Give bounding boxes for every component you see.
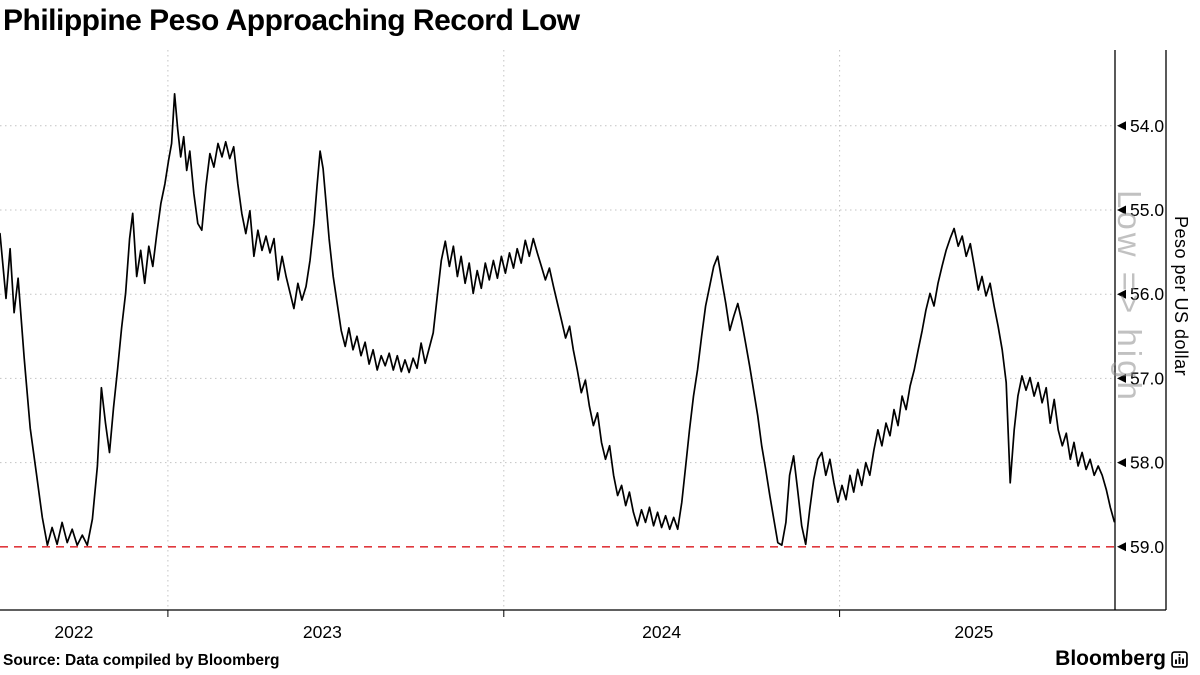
y-tick-label: 57.0 bbox=[1130, 368, 1164, 388]
line-chart: 54.0 55.0 56.0 57.0 58.0 59.0 2022 2023 2024 2025 bbox=[0, 50, 1167, 642]
x-year-label: 2024 bbox=[642, 622, 681, 642]
axis-direction-watermark: Low => high bbox=[1111, 190, 1148, 403]
price-series-line bbox=[0, 92, 1116, 547]
source-note: Source: Data compiled by Bloomberg bbox=[3, 652, 280, 669]
y-tick-label: 56.0 bbox=[1130, 284, 1164, 304]
y-tick-arrow bbox=[1117, 458, 1126, 468]
x-year-label: 2025 bbox=[954, 622, 993, 642]
y-tick-label: 54.0 bbox=[1130, 116, 1164, 136]
bloomberg-logo-text: Bloomberg bbox=[1055, 647, 1166, 670]
y-tick-arrow bbox=[1117, 205, 1126, 215]
y-tick-label: 58.0 bbox=[1130, 453, 1164, 473]
chart-title: Philippine Peso Approaching Record Low bbox=[3, 4, 580, 37]
y-tick-arrow bbox=[1117, 121, 1126, 131]
y-tick-arrow bbox=[1117, 542, 1126, 552]
y-tick-label: 55.0 bbox=[1130, 200, 1164, 220]
y-tick-label: 59.0 bbox=[1130, 537, 1164, 557]
bloomberg-logo: Bloomberg bbox=[1055, 647, 1188, 671]
x-year-label: 2023 bbox=[303, 622, 342, 642]
y-tick-arrow bbox=[1117, 373, 1126, 383]
y-tick-arrow bbox=[1117, 289, 1126, 299]
y-axis-title: Peso per US dollar bbox=[1171, 216, 1191, 377]
x-year-label: 2022 bbox=[54, 622, 93, 642]
bloomberg-terminal-icon bbox=[1171, 650, 1188, 668]
